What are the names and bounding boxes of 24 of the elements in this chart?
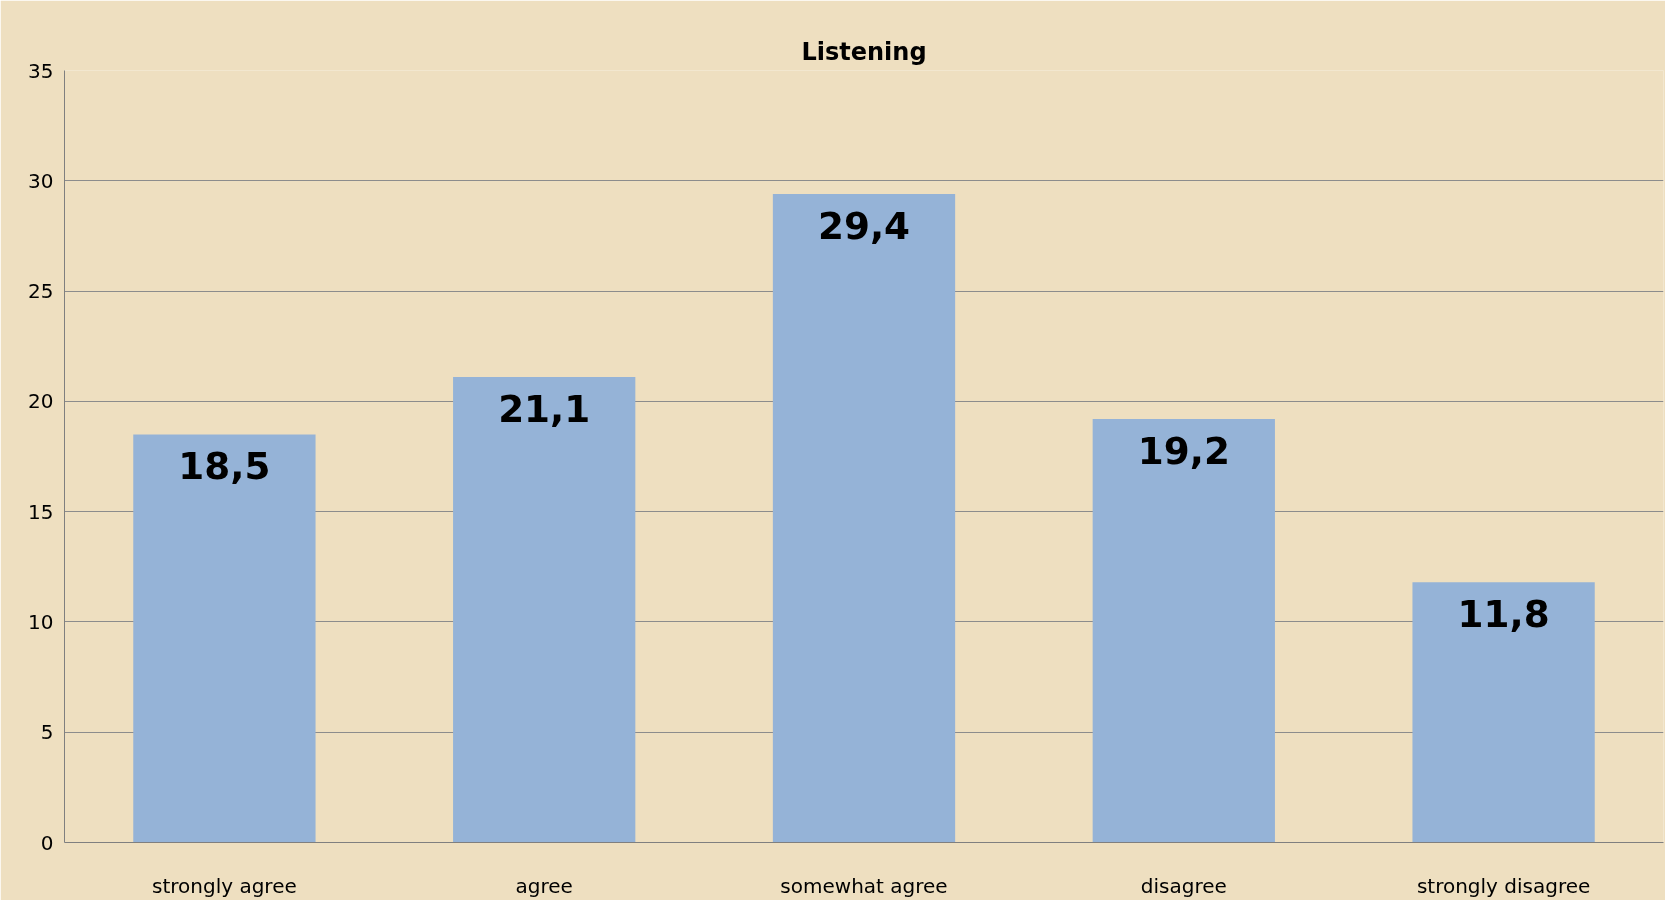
x-tick-label: somewhat agree xyxy=(780,873,948,898)
data-label: 18,5 xyxy=(178,444,271,489)
y-tick-label: 0 xyxy=(40,830,54,855)
x-tick-label: strongly agree xyxy=(152,873,297,898)
bar xyxy=(1092,419,1275,843)
y-tick-label: 5 xyxy=(40,720,54,745)
x-tick-label: disagree xyxy=(1140,873,1227,898)
y-tick-label: 25 xyxy=(28,279,54,304)
x-tick-label: strongly disagree xyxy=(1416,873,1591,898)
y-tick-label: 10 xyxy=(28,609,54,634)
y-tick-label: 20 xyxy=(28,389,54,414)
data-label: 19,2 xyxy=(1137,429,1230,473)
y-tick-label: 35 xyxy=(28,58,54,83)
y-tick-label: 30 xyxy=(28,168,54,193)
data-label: 21,1 xyxy=(498,387,591,432)
chart-title: Listening xyxy=(801,37,927,66)
bar xyxy=(772,194,956,843)
y-tick-label: 15 xyxy=(28,499,54,524)
bar xyxy=(1412,582,1595,843)
bar xyxy=(133,434,316,843)
data-label: 29,4 xyxy=(817,204,911,249)
x-tick-label: agree xyxy=(515,873,573,898)
data-label: 11,8 xyxy=(1457,592,1550,637)
bar xyxy=(453,377,636,843)
